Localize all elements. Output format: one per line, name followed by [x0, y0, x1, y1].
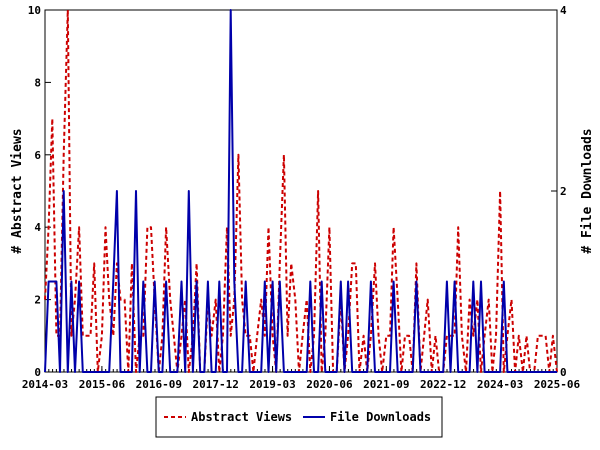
legend-label-file-downloads: File Downloads [330, 410, 431, 424]
series-line-abstract-views [44, 9, 558, 373]
x-tick-label: 2022-12 [420, 378, 466, 391]
legend: Abstract Views File Downloads [155, 396, 443, 438]
y2-tick-label: 4 [560, 4, 567, 17]
y-tick-label: 4 [34, 221, 41, 234]
y2-tick-label: 2 [560, 185, 567, 198]
legend-label-abstract-views: Abstract Views [191, 410, 292, 424]
x-tick-label: 2020-06 [306, 378, 353, 391]
x-tick-label: 2015-06 [79, 378, 126, 391]
legend-box [155, 396, 443, 438]
y2-axis-title: # File Downloads [580, 128, 595, 253]
x-tick-label: 2024-03 [477, 378, 523, 391]
x-axis: 2014-03 2015-06 2016-09 2017-12 2019-03 2020-… [22, 366, 581, 391]
y-tick-label: 6 [34, 149, 41, 162]
y-axis-left: 0 2 4 6 8 10 [28, 4, 51, 379]
y-tick-label: 8 [34, 76, 41, 89]
x-tick-label: 2016-09 [136, 378, 182, 391]
y-tick-label: 2 [34, 294, 41, 307]
series-line-file-downloads [44, 9, 557, 373]
y2-tick-label: 0 [560, 366, 567, 379]
y-tick-label: 0 [34, 366, 41, 379]
x-tick-label: 2021-09 [363, 378, 409, 391]
series-layer [44, 9, 558, 373]
x-tick-label: 2019-03 [249, 378, 295, 391]
x-tick-label: 2025-06 [534, 378, 581, 391]
y-tick-label: 10 [28, 4, 41, 17]
x-tick-label: 2014-03 [22, 378, 68, 391]
x-tick-label: 2017-12 [192, 378, 238, 391]
y-axis-title: # Abstract Views [10, 128, 25, 253]
